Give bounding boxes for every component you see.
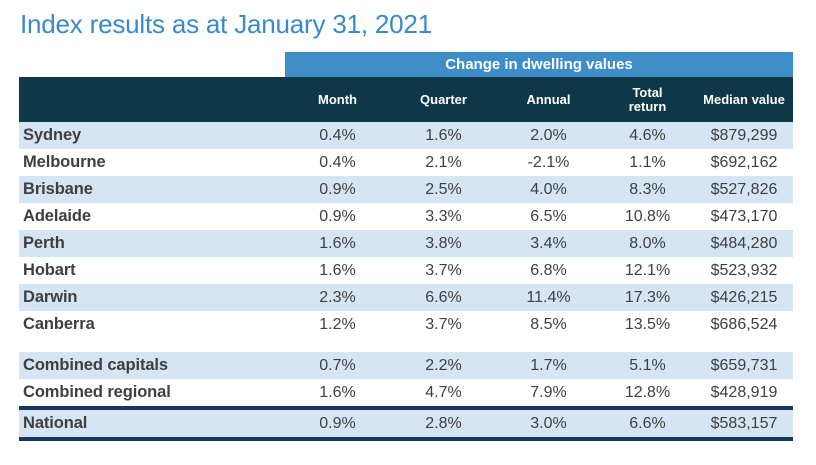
cell-total-return: 12.8% <box>624 383 671 401</box>
column-header-median-value: Median value <box>703 91 785 107</box>
group-header-spacer <box>19 52 285 77</box>
cell-month: 2.3% <box>319 288 356 306</box>
cell-median-value: $686,524 <box>710 315 778 333</box>
row-label: Sydney <box>23 126 82 144</box>
cell-total-return: 5.1% <box>629 356 666 374</box>
cell-month: 0.9% <box>319 414 356 432</box>
cell-quarter: 1.6% <box>425 126 462 144</box>
row-label: Canberra <box>23 315 95 333</box>
cell-quarter: 2.5% <box>425 180 462 198</box>
cell-month: 1.2% <box>319 315 356 333</box>
cell-quarter: 3.3% <box>425 207 462 225</box>
column-header-region-blank <box>19 77 285 122</box>
cell-total-return: 6.6% <box>629 414 666 432</box>
cell-quarter: 2.1% <box>425 153 462 171</box>
cell-annual: 3.0% <box>530 414 567 432</box>
cell-month: 0.4% <box>319 126 356 144</box>
table-row: Melbourne 0.4% 2.1% -2.1% 1.1% $692,162 <box>19 149 793 176</box>
row-label: Darwin <box>23 288 78 306</box>
table-row: Hobart 1.6% 3.7% 6.8% 12.1% $523,932 <box>19 257 793 284</box>
cell-month: 1.6% <box>319 234 356 252</box>
cell-total-return: 4.6% <box>629 126 666 144</box>
cell-annual: 6.8% <box>530 261 567 279</box>
row-label: Adelaide <box>23 207 91 225</box>
cell-total-return: 8.0% <box>629 234 666 252</box>
cell-month: 1.6% <box>319 261 356 279</box>
page-title: Index results as at January 31, 2021 <box>20 9 432 39</box>
cell-median-value: $527,826 <box>710 180 778 198</box>
cell-median-value: $428,919 <box>710 383 778 401</box>
table-row: Combined capitals 0.7% 2.2% 1.7% 5.1% $659,73… <box>19 352 793 379</box>
row-label: Perth <box>23 234 65 252</box>
table-row: Sydney 0.4% 1.6% 2.0% 4.6% $879,299 <box>19 122 793 149</box>
cell-total-return: 12.1% <box>624 261 671 279</box>
group-header-row: Change in dwelling values <box>19 52 793 77</box>
table-row: Brisbane 0.9% 2.5% 4.0% 8.3% $527,826 <box>19 176 793 203</box>
cell-annual: 1.7% <box>530 356 567 374</box>
cell-median-value: $523,932 <box>710 261 778 279</box>
cell-month: 0.9% <box>319 180 356 198</box>
cell-annual: 8.5% <box>530 315 567 333</box>
cell-annual: 11.4% <box>526 288 571 306</box>
table-row: Adelaide 0.9% 3.3% 6.5% 10.8% $473,170 <box>19 203 793 230</box>
cell-median-value: $879,299 <box>710 126 778 144</box>
cell-annual: 6.5% <box>530 207 567 225</box>
row-label: Hobart <box>23 261 76 279</box>
cell-annual: 3.4% <box>530 234 567 252</box>
cell-month: 1.6% <box>319 383 356 401</box>
table-row: Canberra 1.2% 3.7% 8.5% 13.5% $686,524 <box>19 311 793 338</box>
cell-quarter: 3.7% <box>425 315 462 333</box>
cell-quarter: 3.7% <box>425 261 462 279</box>
cell-median-value: $583,157 <box>710 414 778 432</box>
row-label: Melbourne <box>23 153 106 171</box>
cell-median-value: $659,731 <box>710 356 778 374</box>
column-header-month: Month <box>318 91 357 107</box>
row-label: Brisbane <box>23 180 93 198</box>
cell-quarter: 4.7% <box>425 383 462 401</box>
cell-annual: 4.0% <box>530 180 567 198</box>
cell-month: 0.7% <box>319 356 356 374</box>
cell-quarter: 2.2% <box>425 356 462 374</box>
column-header-annual: Annual <box>526 91 571 107</box>
table-row: Darwin 2.3% 6.6% 11.4% 17.3% $426,215 <box>19 284 793 311</box>
cell-annual: 7.9% <box>530 383 567 401</box>
cell-month: 0.4% <box>319 153 356 171</box>
cell-median-value: $692,162 <box>710 153 778 171</box>
group-header-change-in-dwelling-values: Change in dwelling values <box>285 52 793 77</box>
row-label: Combined regional <box>23 383 171 401</box>
cell-quarter: 6.6% <box>425 288 462 306</box>
table-row: Combined regional 1.6% 4.7% 7.9% 12.8% $428,9… <box>19 379 793 406</box>
cell-annual: -2.1% <box>527 153 570 171</box>
row-label: National <box>23 414 88 432</box>
row-label: Combined capitals <box>23 356 168 374</box>
cell-median-value: $473,170 <box>710 207 778 225</box>
table-row: Perth 1.6% 3.8% 3.4% 8.0% $484,280 <box>19 230 793 257</box>
table-body: Sydney 0.4% 1.6% 2.0% 4.6% $879,299 Melbourne 0… <box>19 122 793 441</box>
column-header-quarter: Quarter <box>420 91 467 107</box>
cell-median-value: $426,215 <box>710 288 778 306</box>
cell-total-return: 10.8% <box>624 207 671 225</box>
column-header-total-return: Total return <box>628 84 667 114</box>
cell-month: 0.9% <box>319 207 356 225</box>
table-header-row: Month Quarter Annual Total return Median… <box>19 77 793 122</box>
cell-total-return: 8.3% <box>629 180 666 198</box>
cell-quarter: 2.8% <box>425 414 462 432</box>
cell-total-return: 1.1% <box>629 153 666 171</box>
index-results-table: Change in dwelling values Month Quarter … <box>19 52 793 441</box>
cell-total-return: 13.5% <box>624 315 671 333</box>
cell-quarter: 3.8% <box>425 234 462 252</box>
cell-total-return: 17.3% <box>624 288 671 306</box>
table-row: National 0.9% 2.8% 3.0% 6.6% $583,157 <box>19 406 793 441</box>
cell-annual: 2.0% <box>530 126 567 144</box>
cell-median-value: $484,280 <box>710 234 778 252</box>
